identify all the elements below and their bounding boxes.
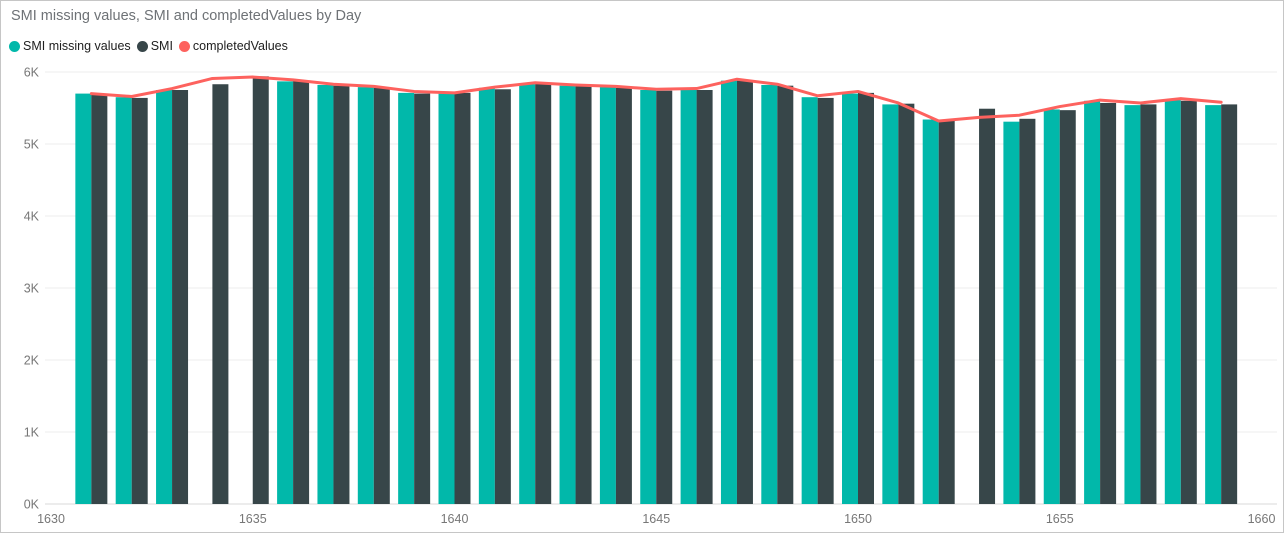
y-axis-label: 3K — [24, 282, 40, 296]
legend-marker-circle — [136, 41, 148, 52]
bar-smi[interactable] — [1180, 100, 1197, 505]
bar-smi-missing-values[interactable] — [720, 80, 737, 504]
legend-item-smi-missing-values[interactable]: SMI missing values — [9, 40, 131, 53]
legend: SMI missing values SMI completedValues — [9, 40, 294, 53]
bar-smi[interactable] — [131, 97, 148, 505]
chart-title: SMI missing values, SMI and completedVal… — [11, 8, 362, 24]
bar-smi[interactable] — [898, 103, 915, 505]
x-axis-label: 1655 — [1046, 512, 1074, 526]
legend-item-completedvalues[interactable]: completedValues — [178, 39, 288, 53]
bar-smi-missing-values[interactable] — [640, 90, 657, 504]
bar-smi[interactable] — [575, 86, 592, 505]
legend-item-label: SMI — [150, 39, 173, 53]
bar-smi-missing-values[interactable] — [559, 85, 576, 505]
y-axis-label: 0K — [24, 498, 40, 512]
bar-smi-missing-values[interactable] — [882, 104, 899, 505]
bar-smi[interactable] — [333, 85, 350, 505]
legend-item-label: completedValues — [192, 39, 288, 53]
bar-smi[interactable] — [293, 80, 310, 504]
bar-smi[interactable] — [172, 90, 189, 504]
bar-smi-missing-values[interactable] — [680, 89, 697, 504]
bar-smi-missing-values[interactable] — [75, 93, 92, 504]
y-axis-label: 5K — [24, 138, 40, 152]
bar-smi-missing-values[interactable] — [1084, 100, 1101, 505]
bar-smi-missing-values[interactable] — [317, 84, 334, 505]
bar-smi-missing-values[interactable] — [1003, 121, 1020, 505]
bar-smi-missing-values[interactable] — [115, 97, 132, 504]
x-axis-label: 1630 — [37, 512, 65, 526]
x-axis-label: 1660 — [1248, 512, 1276, 526]
y-axis-label: 2K — [24, 354, 40, 368]
x-axis-label: 1640 — [441, 512, 469, 526]
bar-smi-missing-values[interactable] — [922, 119, 939, 505]
bar-smi[interactable] — [1140, 104, 1157, 505]
bar-smi[interactable] — [252, 76, 269, 504]
bar-smi-missing-values[interactable] — [801, 97, 818, 504]
bar-smi-missing-values[interactable] — [599, 87, 616, 505]
bar-smi-missing-values[interactable] — [1124, 105, 1141, 505]
bar-smi-missing-values[interactable] — [156, 90, 173, 504]
x-axis-label: 1645 — [642, 512, 670, 526]
legend-marker-circle — [178, 41, 190, 52]
bar-smi[interactable] — [1019, 118, 1036, 505]
y-axis-label: 6K — [24, 66, 40, 80]
bar-smi-missing-values[interactable] — [277, 81, 294, 505]
bar-smi[interactable] — [817, 97, 834, 505]
bar-smi[interactable] — [736, 80, 753, 504]
completed-values-line[interactable] — [89, 75, 1223, 123]
bar-smi[interactable] — [212, 84, 229, 505]
bar-smi[interactable] — [454, 92, 471, 504]
x-axis-label: 1635 — [239, 512, 267, 526]
bar-smi[interactable] — [615, 87, 632, 504]
x-axis-label: 1650 — [844, 512, 872, 526]
bar-smi[interactable] — [91, 94, 108, 504]
bar-smi-missing-values[interactable] — [519, 84, 536, 505]
bar-smi-missing-values[interactable] — [1043, 109, 1060, 504]
bar-smi[interactable] — [1221, 104, 1238, 505]
bar-smi[interactable] — [1059, 110, 1076, 504]
bar-smi[interactable] — [696, 90, 713, 504]
bar-smi[interactable] — [373, 87, 390, 504]
y-axis-label: 4K — [24, 210, 40, 224]
bar-smi[interactable] — [494, 89, 511, 504]
bar-smi-missing-values[interactable] — [438, 93, 455, 504]
bar-smi[interactable] — [414, 93, 431, 504]
bar-smi[interactable] — [938, 120, 955, 505]
bar-smi-missing-values[interactable] — [1205, 105, 1222, 505]
bar-smi[interactable] — [656, 90, 673, 504]
bar-smi[interactable] — [979, 108, 996, 504]
bar-smi-missing-values[interactable] — [1164, 100, 1181, 504]
y-axis-label: 1K — [24, 426, 40, 440]
bar-smi-missing-values[interactable] — [478, 87, 495, 504]
bar-smi-missing-values[interactable] — [761, 84, 778, 505]
bar-smi-missing-values[interactable] — [357, 87, 374, 505]
bar-smi-missing-values[interactable] — [398, 92, 415, 504]
legend-marker-circle — [9, 41, 20, 52]
bar-smi[interactable] — [1100, 102, 1117, 505]
legend-item-smi[interactable]: SMI — [136, 39, 173, 53]
bar-smi[interactable] — [858, 92, 874, 504]
bar-smi[interactable] — [535, 83, 552, 505]
bar-smi-missing-values[interactable] — [842, 93, 858, 504]
bar-smi[interactable] — [777, 85, 794, 505]
legend-item-label: SMI missing values — [23, 39, 131, 53]
